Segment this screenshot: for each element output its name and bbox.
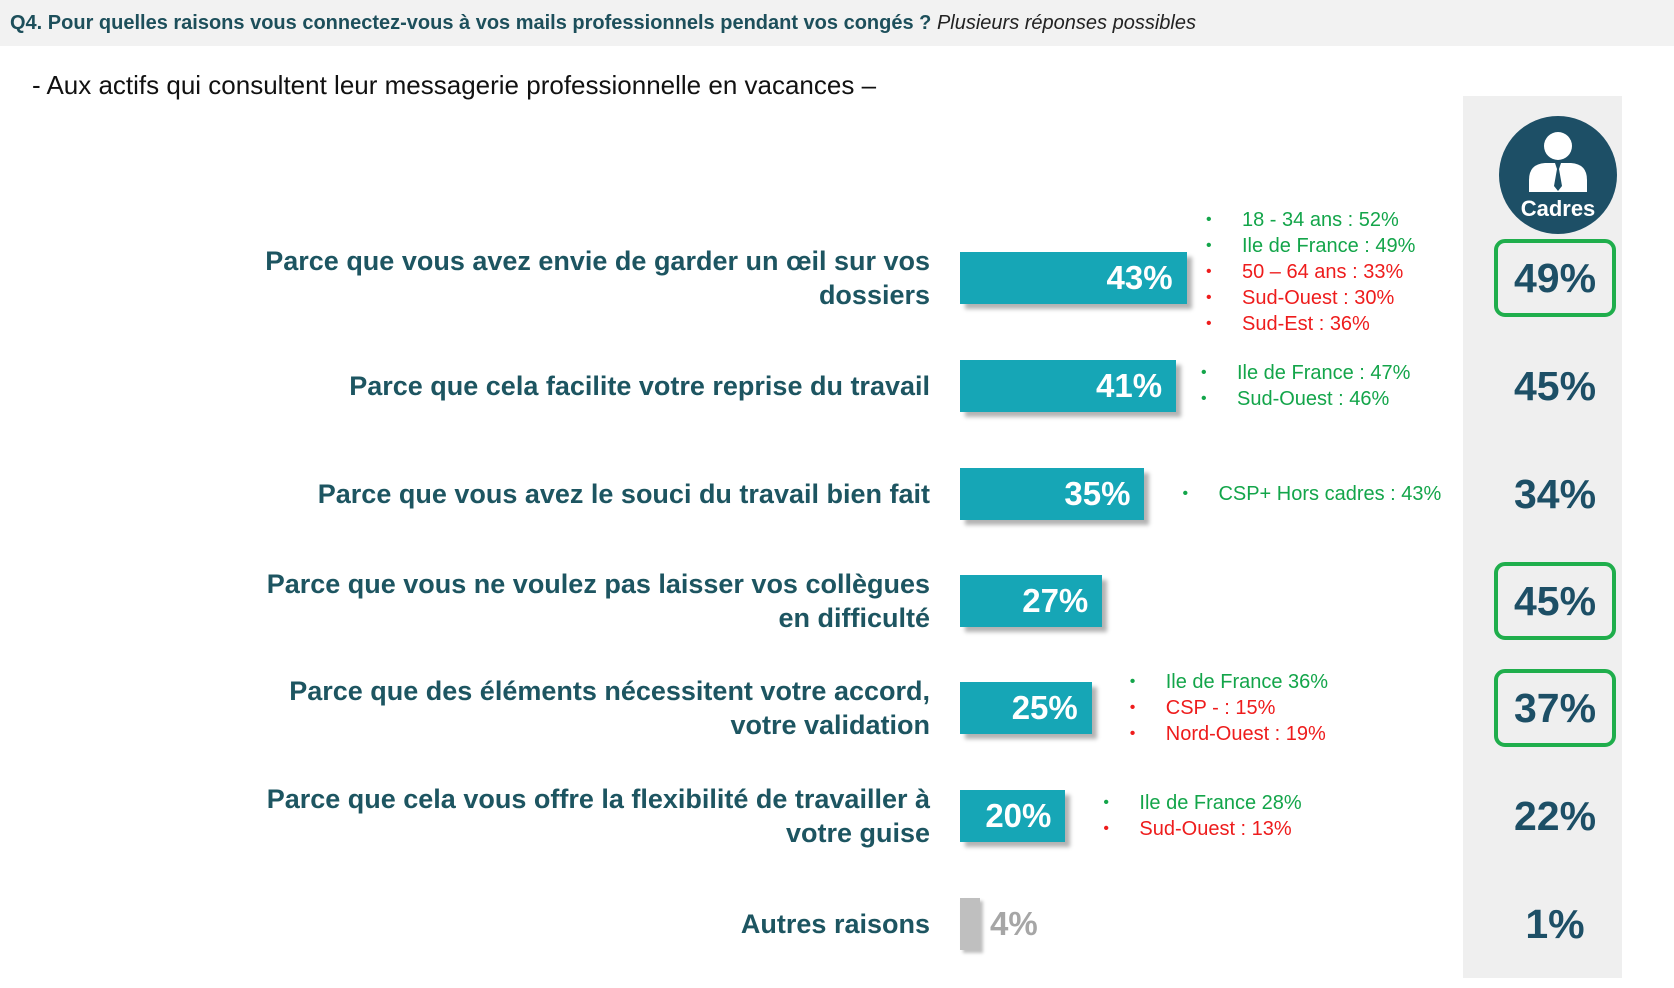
category-label: Parce que cela facilite votre reprise du… [349, 371, 930, 401]
cadres-panel [1463, 96, 1622, 978]
annotation-item: Sud-Est : 36% [1206, 311, 1415, 337]
bar-value-label: 20% [985, 797, 1052, 834]
bar: 35% [960, 468, 1145, 520]
annotation-item: Sud-Ouest : 30% [1206, 285, 1415, 311]
businessman-icon: Cadres [1499, 116, 1617, 234]
annotation-list: 18 - 34 ans : 52%Ile de France : 49%50 –… [1206, 207, 1415, 337]
bar: 43% [960, 252, 1187, 304]
annotation-list: CSP+ Hors cadres : 43% [1182, 481, 1441, 507]
bar [960, 898, 980, 950]
cadres-label: Cadres [1520, 196, 1596, 221]
question-main: Q4. Pour quelles raisons vous connectez-… [10, 12, 932, 34]
annotation-item: 50 – 64 ans : 33% [1206, 259, 1415, 285]
annotation-item: Ile de France : 47% [1201, 360, 1410, 386]
category-label: Parce que cela vous offre la flexibilité… [266, 784, 930, 848]
annotation-item: Sud-Ouest : 13% [1103, 816, 1301, 842]
cadres-value: 45% [1494, 562, 1616, 640]
bar: 41% [960, 360, 1177, 412]
cadres-value: 1% [1525, 901, 1585, 947]
category-label: Autres raisons [740, 909, 930, 939]
bar-value-label: 35% [1064, 475, 1131, 512]
category-label: Parce que vous ne voulez pas laisser vos… [266, 569, 930, 633]
annotation-list: Ile de France 36%CSP - : 15%Nord-Ouest :… [1130, 669, 1328, 747]
bar-value-label: 27% [1022, 582, 1089, 619]
annotation-item: Ile de France 36% [1130, 669, 1328, 695]
category-label: Parce que vous avez le souci du travail … [317, 479, 930, 509]
question-header [0, 0, 1674, 46]
annotation-list: Ile de France 28%Sud-Ouest : 13% [1103, 790, 1301, 842]
bar-value-label: 41% [1096, 367, 1163, 404]
annotation-item: Ile de France 28% [1103, 790, 1301, 816]
cadres-value: 37% [1494, 669, 1616, 747]
annotation-item: CSP+ Hors cadres : 43% [1182, 481, 1441, 507]
cadres-value: 45% [1513, 363, 1597, 409]
question-text: Q4. Pour quelles raisons vous connectez-… [10, 12, 1196, 35]
cadres-value: 34% [1513, 471, 1597, 517]
question-note: Plusieurs réponses possibles [936, 12, 1196, 34]
bar: 27% [960, 575, 1103, 627]
cadres-value: 49% [1494, 239, 1616, 317]
annotation-item: Sud-Ouest : 46% [1201, 386, 1410, 412]
bar-value-label: 4% [990, 905, 1038, 942]
bar-value-label: 43% [1106, 259, 1173, 296]
annotation-item: Nord-Ouest : 19% [1130, 721, 1328, 747]
annotation-item: CSP - : 15% [1130, 695, 1328, 721]
bar: 25% [960, 682, 1092, 734]
annotation-item: Ile de France : 49% [1206, 233, 1415, 259]
cadres-value: 22% [1513, 793, 1597, 839]
bar-value-label: 25% [1011, 689, 1078, 726]
bar: 20% [960, 790, 1066, 842]
annotation-item: 18 - 34 ans : 52% [1206, 207, 1415, 233]
annotation-list: Ile de France : 47%Sud-Ouest : 46% [1201, 360, 1410, 412]
category-label: Parce que des éléments nécessitent votre… [289, 676, 930, 740]
category-label: Parce que vous avez envie de garder un œ… [265, 246, 930, 310]
subtitle: - Aux actifs qui consultent leur message… [32, 70, 877, 100]
